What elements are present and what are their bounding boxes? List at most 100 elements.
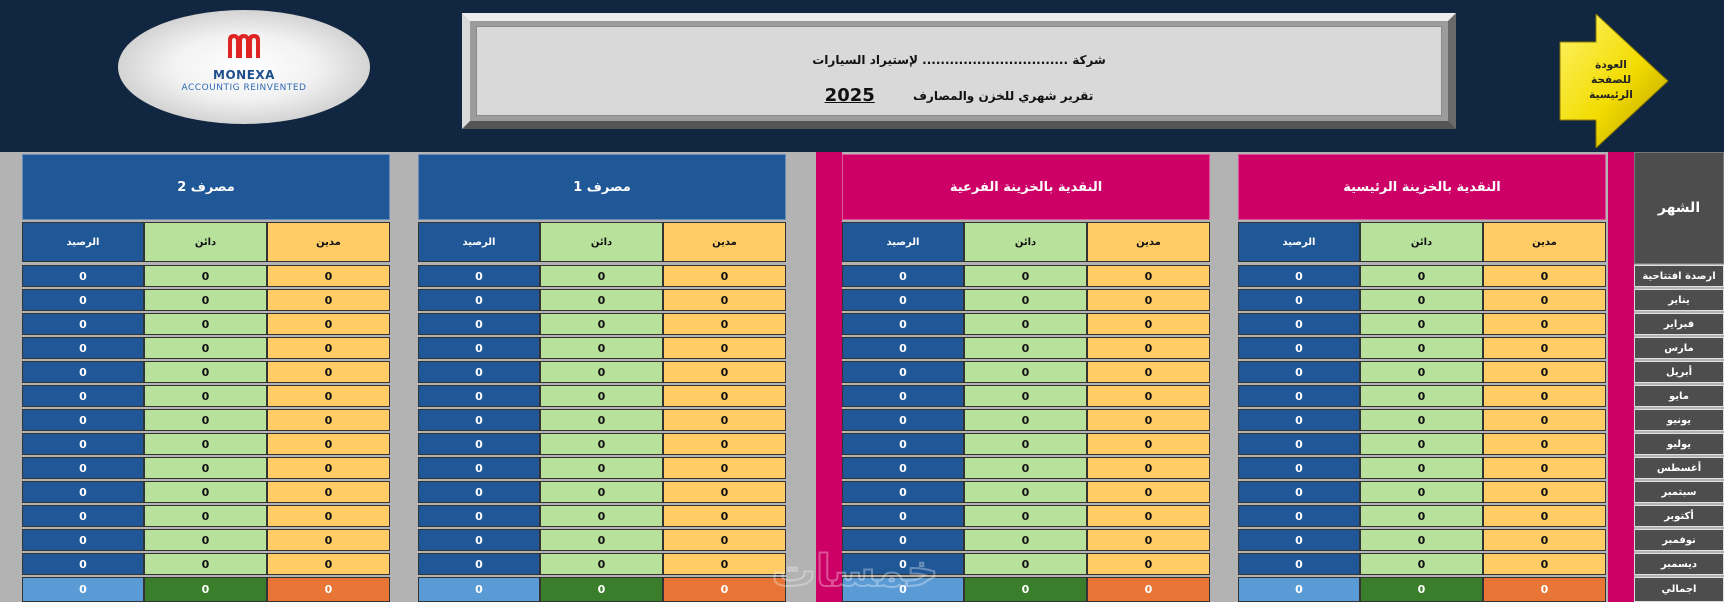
- credit-cell: 0: [540, 481, 663, 503]
- balance-cell: 0: [22, 337, 144, 359]
- credit-cell: 0: [964, 529, 1087, 551]
- debit-column-header: مدين: [267, 222, 390, 262]
- credit-cell: 0: [964, 265, 1087, 287]
- group-title: النقدية بالخزينة الرئيسية: [1238, 154, 1606, 220]
- credit-cell: 0: [1360, 505, 1483, 527]
- month-label: يونيو: [1634, 409, 1724, 431]
- debit-cell: 0: [267, 409, 390, 431]
- credit-cell: 0: [144, 361, 267, 383]
- credit-cell: 0: [964, 433, 1087, 455]
- total-debit-cell: 0: [1087, 577, 1210, 602]
- balance-cell: 0: [22, 553, 144, 575]
- debit-column-header: مدين: [1483, 222, 1606, 262]
- debit-cell: 0: [663, 409, 786, 431]
- debit-cell: 0: [663, 505, 786, 527]
- balance-cell: 0: [1238, 481, 1360, 503]
- debit-cell: 0: [1087, 337, 1210, 359]
- credit-cell: 0: [540, 361, 663, 383]
- debit-cell: 0: [1483, 433, 1606, 455]
- month-column-header: الشهر: [1634, 152, 1724, 264]
- debit-cell: 0: [1483, 481, 1606, 503]
- logo-mark-icon: [228, 34, 260, 58]
- credit-cell: 0: [144, 289, 267, 311]
- debit-column-header: مدين: [663, 222, 786, 262]
- credit-cell: 0: [964, 409, 1087, 431]
- month-label: نوفمبر: [1634, 529, 1724, 551]
- balance-cell: 0: [842, 409, 964, 431]
- balance-cell: 0: [1238, 529, 1360, 551]
- debit-cell: 0: [1087, 457, 1210, 479]
- debit-cell: 0: [1483, 529, 1606, 551]
- balance-cell: 0: [418, 529, 540, 551]
- credit-cell: 0: [1360, 313, 1483, 335]
- debit-cell: 0: [1483, 409, 1606, 431]
- debit-cell: 0: [267, 289, 390, 311]
- balance-cell: 0: [22, 505, 144, 527]
- credit-cell: 0: [540, 313, 663, 335]
- debit-cell: 0: [663, 265, 786, 287]
- balance-cell: 0: [842, 529, 964, 551]
- balance-cell: 0: [842, 553, 964, 575]
- credit-cell: 0: [144, 433, 267, 455]
- credit-cell: 0: [1360, 553, 1483, 575]
- month-label: يوليو: [1634, 433, 1724, 455]
- total-debit-cell: 0: [1483, 577, 1606, 602]
- balance-cell: 0: [1238, 337, 1360, 359]
- credit-cell: 0: [964, 553, 1087, 575]
- month-label: فبراير: [1634, 313, 1724, 335]
- debit-cell: 0: [267, 337, 390, 359]
- debit-cell: 0: [267, 433, 390, 455]
- debit-cell: 0: [1087, 481, 1210, 503]
- balance-cell: 0: [22, 481, 144, 503]
- back-to-home-button[interactable]: العودة للصفحة الرئيسية: [1558, 12, 1670, 150]
- report-title-box: شركة ................................ لإ…: [462, 13, 1456, 129]
- balance-cell: 0: [22, 385, 144, 407]
- balance-cell: 0: [842, 265, 964, 287]
- balance-cell: 0: [842, 289, 964, 311]
- balance-cell: 0: [1238, 457, 1360, 479]
- debit-cell: 0: [663, 529, 786, 551]
- credit-column-header: دائن: [540, 222, 663, 262]
- balance-cell: 0: [1238, 313, 1360, 335]
- debit-cell: 0: [1483, 289, 1606, 311]
- report-title-line: 2025 تقرير شهري للخزن والمصارف: [477, 85, 1441, 106]
- credit-cell: 0: [1360, 409, 1483, 431]
- debit-cell: 0: [1087, 385, 1210, 407]
- balance-cell: 0: [842, 337, 964, 359]
- credit-cell: 0: [144, 313, 267, 335]
- arrow-right-icon: [1559, 12, 1669, 150]
- credit-cell: 0: [964, 289, 1087, 311]
- credit-cell: 0: [964, 361, 1087, 383]
- month-label: أكتوبر: [1634, 505, 1724, 527]
- balance-cell: 0: [22, 265, 144, 287]
- credit-cell: 0: [1360, 529, 1483, 551]
- credit-cell: 0: [144, 481, 267, 503]
- debit-cell: 0: [1087, 409, 1210, 431]
- balance-cell: 0: [418, 481, 540, 503]
- debit-cell: 0: [1087, 529, 1210, 551]
- debit-cell: 0: [1087, 505, 1210, 527]
- credit-cell: 0: [540, 409, 663, 431]
- debit-cell: 0: [663, 481, 786, 503]
- balance-cell: 0: [418, 409, 540, 431]
- credit-cell: 0: [1360, 433, 1483, 455]
- total-credit-cell: 0: [964, 577, 1087, 602]
- credit-cell: 0: [144, 505, 267, 527]
- balance-cell: 0: [22, 529, 144, 551]
- debit-cell: 0: [663, 385, 786, 407]
- report-year: 2025: [824, 85, 875, 106]
- balance-cell: 0: [22, 457, 144, 479]
- debit-cell: 0: [267, 481, 390, 503]
- month-label: سبتمبر: [1634, 481, 1724, 503]
- credit-cell: 0: [540, 529, 663, 551]
- report-title-inner: شركة ................................ لإ…: [476, 26, 1442, 116]
- balance-cell: 0: [418, 457, 540, 479]
- balance-cell: 0: [22, 313, 144, 335]
- credit-cell: 0: [1360, 337, 1483, 359]
- debit-cell: 0: [663, 433, 786, 455]
- debit-cell: 0: [267, 529, 390, 551]
- credit-cell: 0: [1360, 289, 1483, 311]
- credit-column-header: دائن: [964, 222, 1087, 262]
- pink-separator-strip: [816, 152, 842, 602]
- balance-cell: 0: [1238, 505, 1360, 527]
